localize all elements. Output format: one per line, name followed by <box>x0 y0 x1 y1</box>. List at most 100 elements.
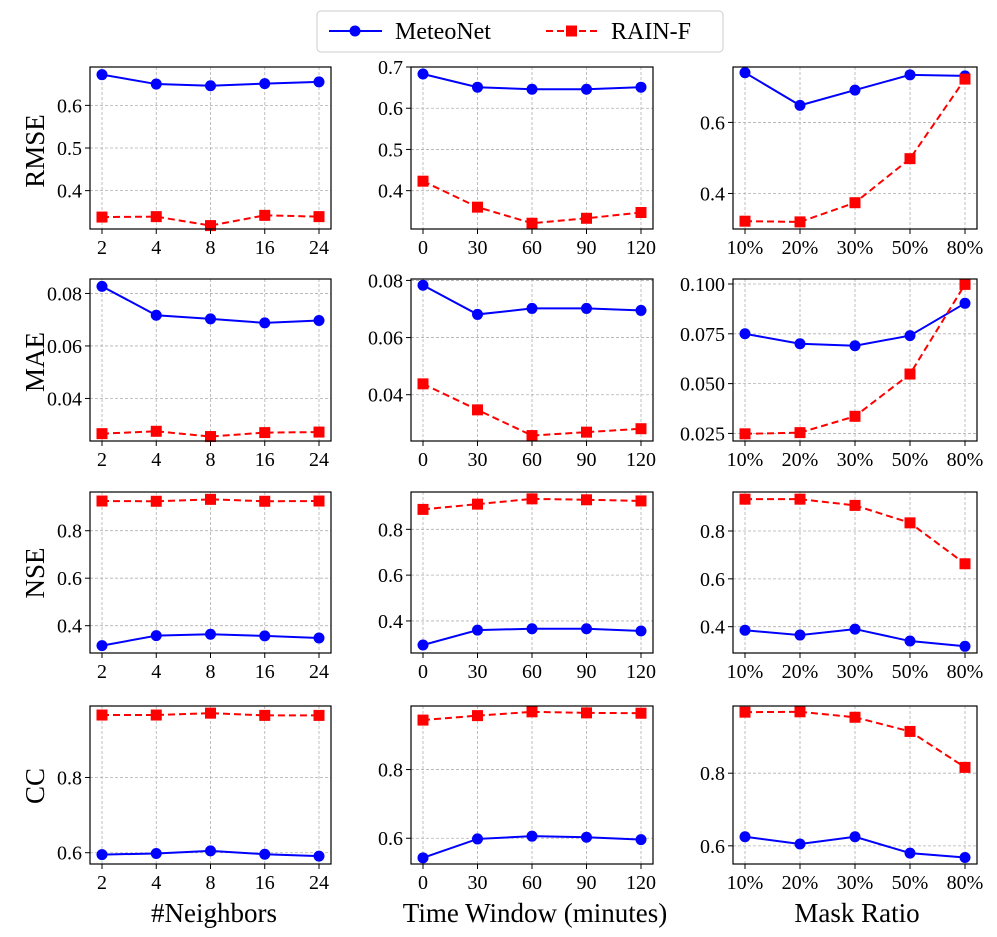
data-point-meteonet <box>472 81 483 93</box>
data-point-rain-f <box>959 761 971 773</box>
y-tick-label: 0.8 <box>378 760 403 782</box>
data-point-rain-f <box>739 215 751 227</box>
data-point-meteonet <box>794 338 806 350</box>
data-point-meteonet <box>150 630 162 642</box>
data-point-rain-f <box>794 706 806 718</box>
series-line-rain-f <box>422 180 642 225</box>
y-tick-label: 0.6 <box>57 95 82 117</box>
data-point-rain-f <box>96 428 108 440</box>
data-point-meteonet <box>959 640 971 652</box>
legend-marker-meteonet <box>349 25 361 37</box>
data-point-rain-f <box>472 710 483 722</box>
data-point-rain-f <box>959 278 971 290</box>
data-point-rain-f <box>96 211 108 223</box>
data-point-rain-f <box>794 493 806 505</box>
data-point-meteonet <box>417 68 429 80</box>
x-tick-label: 20% <box>782 661 819 683</box>
y-tick-label: 0.5 <box>378 139 403 161</box>
x-tick-label: 120 <box>626 872 656 894</box>
data-point-meteonet <box>581 302 592 314</box>
data-point-meteonet <box>849 84 861 96</box>
grid-lines <box>90 492 331 653</box>
data-point-meteonet <box>205 313 216 325</box>
data-point-meteonet <box>794 99 806 111</box>
y-tick-label: 0.7 <box>378 57 403 79</box>
legend-entry-meteonet: MeteoNet <box>329 19 491 45</box>
data-point-rain-f <box>635 423 647 435</box>
data-point-rain-f <box>259 427 271 439</box>
x-tick-label: 90 <box>577 661 597 683</box>
series-rain-f <box>417 493 647 515</box>
legend-frame <box>316 10 724 53</box>
grid-lines <box>90 706 331 864</box>
x-tick-label: 80% <box>947 237 984 259</box>
x-tick-label: 30% <box>837 449 874 471</box>
y-tick-label: 0.100 <box>680 274 725 296</box>
data-point-meteonet <box>205 80 216 92</box>
x-tick-label: 4 <box>151 449 161 471</box>
x-tick-label: 30% <box>837 661 874 683</box>
x-tick-label: 16 <box>255 872 275 894</box>
data-point-rain-f <box>259 209 271 221</box>
y-tick-label: 0.4 <box>378 611 403 633</box>
panel-mae-neighbors: 2 4 8 16 240.040.060.08 <box>47 278 332 471</box>
y-tick-label: 0.5 <box>57 138 82 160</box>
data-point-meteonet <box>259 317 271 329</box>
data-point-rain-f <box>313 426 325 438</box>
data-point-meteonet <box>417 279 429 291</box>
x-tick-label: 8 <box>206 661 216 683</box>
y-tick-label: 0.075 <box>680 324 725 346</box>
x-tick-label: 120 <box>626 237 656 259</box>
y-tick-label: 0.8 <box>700 521 725 543</box>
panel-cc-time-window-minutes: 0 30 60 90 120 0.6 0.8 <box>378 705 656 894</box>
y-tick-label: 0.08 <box>47 283 82 305</box>
x-tick-label: 10% <box>727 661 764 683</box>
series-meteonet <box>96 280 325 329</box>
y-tick-label: 0.6 <box>700 569 725 591</box>
data-point-rain-f <box>739 493 751 505</box>
data-point-rain-f <box>904 725 916 737</box>
series-line-rain-f <box>422 382 642 437</box>
x-tick-label: 0 <box>418 449 428 471</box>
data-point-rain-f <box>472 201 483 213</box>
data-point-meteonet <box>739 328 751 340</box>
data-point-meteonet <box>313 314 325 326</box>
data-point-meteonet <box>259 848 271 860</box>
y-tick-label: 0.04 <box>368 385 403 407</box>
data-point-rain-f <box>259 495 271 507</box>
x-tick-label: 80% <box>947 661 984 683</box>
data-point-rain-f <box>96 495 108 507</box>
data-point-rain-f <box>849 499 861 511</box>
data-point-meteonet <box>150 847 162 859</box>
y-tick-label: 0.4 <box>57 616 82 638</box>
data-point-meteonet <box>259 78 271 90</box>
legend-label-rain-f: RAIN-F <box>611 19 691 45</box>
series-meteonet <box>417 68 647 95</box>
x-tick-label: 10% <box>727 237 764 259</box>
x-tick-label: 80% <box>947 449 984 471</box>
y-tick-label: 0.4 <box>378 181 403 203</box>
x-tick-label: 16 <box>255 449 275 471</box>
y-tick-label: 0.6 <box>378 565 403 587</box>
grid-lines <box>411 492 653 653</box>
data-point-rain-f <box>205 220 216 232</box>
data-point-meteonet <box>739 831 751 843</box>
y-tick-label: 0.8 <box>57 767 82 789</box>
data-point-meteonet <box>96 849 108 861</box>
data-point-rain-f <box>849 197 861 209</box>
data-point-meteonet <box>849 623 861 635</box>
data-point-rain-f <box>849 410 861 422</box>
series-line-rain-f <box>422 497 642 511</box>
data-point-meteonet <box>150 78 162 90</box>
data-point-meteonet <box>259 630 271 642</box>
data-point-meteonet <box>313 632 325 644</box>
col-xlabel-neighbors: #Neighbors <box>151 898 277 928</box>
x-tick-label: 60 <box>522 449 542 471</box>
data-point-rain-f <box>150 709 162 721</box>
data-point-meteonet <box>739 67 751 79</box>
data-point-meteonet <box>150 309 162 321</box>
data-point-meteonet <box>472 308 483 320</box>
data-point-meteonet <box>904 847 916 859</box>
data-point-rain-f <box>635 707 647 719</box>
data-point-rain-f <box>904 517 916 529</box>
